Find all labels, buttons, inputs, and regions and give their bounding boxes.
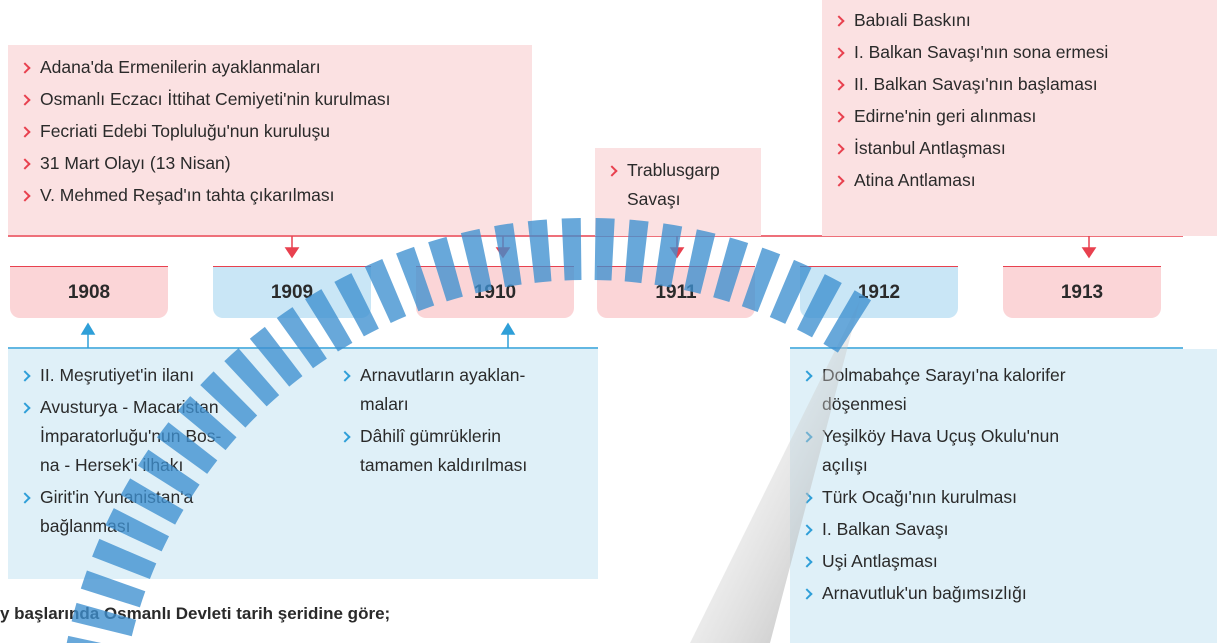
event-text: I. Balkan Savaşı'nın sona ermesi [854, 38, 1207, 67]
event-text: Babıali Baskını [854, 6, 1207, 35]
event-item: Babıali Baskını [832, 6, 1207, 35]
event-text: Uşi Antlaşması [822, 547, 1066, 576]
year-label: 1908 [10, 266, 168, 318]
event-text: Girit'in Yunanistan'a [40, 483, 221, 512]
year-label: 1912 [800, 266, 958, 318]
event-item: Arnavutların ayaklan-maları [338, 361, 527, 419]
event-text: Dâhilî gümrüklerin [360, 422, 527, 451]
year-label: 1910 [416, 266, 574, 318]
event-item: Türk Ocağı'nın kurulması [800, 483, 1066, 512]
footer-text: y başlarında Osmanlı Devleti tarih şerid… [0, 604, 390, 624]
up-arrows [82, 324, 514, 348]
event-item: I. Balkan Savaşı [800, 515, 1066, 544]
down-arrows [286, 236, 1095, 257]
event-text: Dolmabahçe Sarayı'na kalorifer [822, 361, 1066, 390]
event-text: 31 Mart Olayı (13 Nisan) [40, 149, 522, 178]
event-item: Fecriati Edebi Topluluğu'nun kuruluşu [18, 117, 522, 146]
event-text: açılışı [822, 451, 1066, 480]
top-event-box: Babıali Baskını I. Balkan Savaşı'nın sona… [822, 0, 1217, 236]
event-text: Avusturya - Macaristan [40, 393, 221, 422]
event-text: bağlanması [40, 512, 221, 541]
timeline-page: Adana'da Ermenilerin ayaklanmaları Osmanl… [0, 0, 1217, 643]
event-column: II. Meşrutiyet'in ilanı Avusturya - Macar… [18, 361, 221, 544]
event-item: II. Balkan Savaşı'nın başlaması [832, 70, 1207, 99]
event-text: II. Balkan Savaşı'nın başlaması [854, 70, 1207, 99]
event-text: Savaşı [627, 185, 751, 214]
event-item: Uşi Antlaşması [800, 547, 1066, 576]
year-label: 1913 [1003, 266, 1161, 318]
event-text: İstanbul Antlaşması [854, 134, 1207, 163]
event-item: Edirne'nin geri alınması [832, 102, 1207, 131]
event-text: İmparatorluğu'nun Bos- [40, 422, 221, 451]
event-text: maları [360, 390, 527, 419]
event-text: Yeşilköy Hava Uçuş Okulu'nun [822, 422, 1066, 451]
event-text: Edirne'nin geri alınması [854, 102, 1207, 131]
event-text: tamamen kaldırılması [360, 451, 527, 480]
event-text: II. Meşrutiyet'in ilanı [40, 361, 221, 390]
year-label: 1911 [597, 266, 755, 318]
event-text: I. Balkan Savaşı [822, 515, 1066, 544]
event-text: Türk Ocağı'nın kurulması [822, 483, 1066, 512]
event-text: Atina Antlaması [854, 166, 1207, 195]
event-text: Arnavutluk'un bağımsızlığı [822, 579, 1066, 608]
bottom-event-box: II. Meşrutiyet'in ilanı Avusturya - Macar… [8, 349, 598, 579]
event-item: İstanbul Antlaşması [832, 134, 1207, 163]
event-text: Trablusgarp [627, 156, 751, 185]
event-text: na - Hersek'i ilhakı [40, 451, 221, 480]
event-text: döşenmesi [822, 390, 1066, 419]
event-text: Adana'da Ermenilerin ayaklanmaları [40, 53, 522, 82]
event-item: Adana'da Ermenilerin ayaklanmaları [18, 53, 522, 82]
top-event-box: Adana'da Ermenilerin ayaklanmaları Osmanl… [8, 45, 532, 235]
event-item: Atina Antlaması [832, 166, 1207, 195]
event-item: Osmanlı Eczacı İttihat Cemiyeti'nin kuru… [18, 85, 522, 114]
event-item: V. Mehmed Reşad'ın tahta çıkarılması [18, 181, 522, 210]
event-text: V. Mehmed Reşad'ın tahta çıkarılması [40, 181, 522, 210]
event-text: Arnavutların ayaklan- [360, 361, 527, 390]
event-text: Osmanlı Eczacı İttihat Cemiyeti'nin kuru… [40, 85, 522, 114]
event-item: 31 Mart Olayı (13 Nisan) [18, 149, 522, 178]
event-item: Arnavutluk'un bağımsızlığı [800, 579, 1066, 608]
event-item: II. Meşrutiyet'in ilanı [18, 361, 221, 390]
year-label: 1909 [213, 266, 371, 318]
event-text: Fecriati Edebi Topluluğu'nun kuruluşu [40, 117, 522, 146]
event-item: I. Balkan Savaşı'nın sona ermesi [832, 38, 1207, 67]
